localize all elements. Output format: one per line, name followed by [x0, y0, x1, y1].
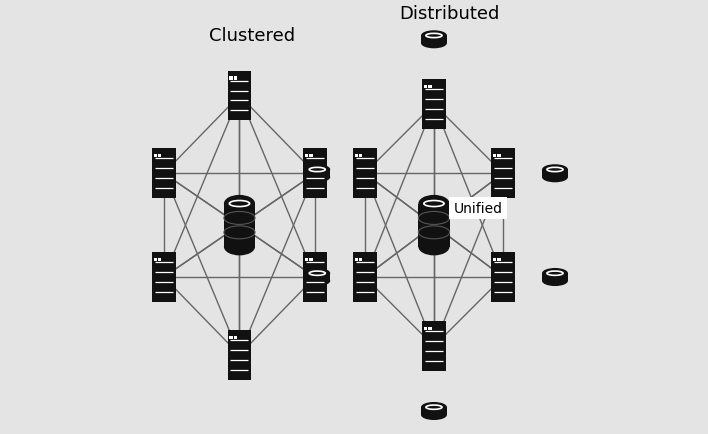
- FancyBboxPatch shape: [309, 155, 313, 158]
- FancyBboxPatch shape: [493, 258, 496, 262]
- FancyBboxPatch shape: [234, 77, 237, 80]
- Ellipse shape: [542, 276, 568, 286]
- FancyBboxPatch shape: [224, 204, 255, 247]
- FancyBboxPatch shape: [422, 322, 446, 371]
- FancyBboxPatch shape: [309, 258, 313, 262]
- Ellipse shape: [304, 276, 330, 286]
- FancyBboxPatch shape: [152, 253, 176, 302]
- Ellipse shape: [418, 239, 450, 256]
- FancyBboxPatch shape: [158, 155, 161, 158]
- FancyBboxPatch shape: [229, 77, 233, 80]
- Text: Clustered: Clustered: [209, 27, 295, 45]
- FancyBboxPatch shape: [154, 258, 157, 262]
- FancyBboxPatch shape: [428, 86, 432, 89]
- Ellipse shape: [542, 165, 568, 175]
- FancyBboxPatch shape: [418, 204, 450, 247]
- FancyBboxPatch shape: [227, 330, 251, 380]
- FancyBboxPatch shape: [304, 273, 330, 281]
- Ellipse shape: [421, 402, 447, 412]
- FancyBboxPatch shape: [424, 86, 428, 89]
- FancyBboxPatch shape: [498, 155, 501, 158]
- FancyBboxPatch shape: [158, 258, 161, 262]
- FancyBboxPatch shape: [303, 253, 327, 302]
- FancyBboxPatch shape: [359, 155, 362, 158]
- FancyBboxPatch shape: [498, 258, 501, 262]
- FancyBboxPatch shape: [421, 36, 447, 44]
- FancyBboxPatch shape: [154, 155, 157, 158]
- Ellipse shape: [224, 239, 255, 256]
- FancyBboxPatch shape: [542, 170, 568, 178]
- Ellipse shape: [542, 172, 568, 183]
- FancyBboxPatch shape: [491, 253, 515, 302]
- FancyBboxPatch shape: [305, 155, 309, 158]
- Text: Unified: Unified: [453, 201, 503, 215]
- FancyBboxPatch shape: [304, 170, 330, 178]
- FancyBboxPatch shape: [355, 155, 358, 158]
- Ellipse shape: [224, 195, 255, 213]
- FancyBboxPatch shape: [422, 80, 446, 130]
- FancyBboxPatch shape: [491, 149, 515, 199]
- FancyBboxPatch shape: [227, 72, 251, 121]
- FancyBboxPatch shape: [152, 149, 176, 199]
- Ellipse shape: [542, 268, 568, 279]
- FancyBboxPatch shape: [305, 258, 309, 262]
- Ellipse shape: [421, 31, 447, 42]
- FancyBboxPatch shape: [542, 273, 568, 281]
- FancyBboxPatch shape: [234, 336, 237, 339]
- Ellipse shape: [418, 195, 450, 213]
- FancyBboxPatch shape: [229, 336, 233, 339]
- FancyBboxPatch shape: [353, 149, 377, 199]
- Ellipse shape: [304, 172, 330, 183]
- FancyBboxPatch shape: [303, 149, 327, 199]
- Ellipse shape: [421, 410, 447, 420]
- FancyBboxPatch shape: [355, 258, 358, 262]
- FancyBboxPatch shape: [421, 407, 447, 415]
- FancyBboxPatch shape: [493, 155, 496, 158]
- FancyBboxPatch shape: [428, 327, 432, 331]
- Ellipse shape: [304, 165, 330, 175]
- FancyBboxPatch shape: [353, 253, 377, 302]
- Text: Distributed: Distributed: [399, 5, 500, 23]
- Ellipse shape: [304, 268, 330, 279]
- FancyBboxPatch shape: [359, 258, 362, 262]
- FancyBboxPatch shape: [424, 327, 428, 331]
- Ellipse shape: [421, 39, 447, 49]
